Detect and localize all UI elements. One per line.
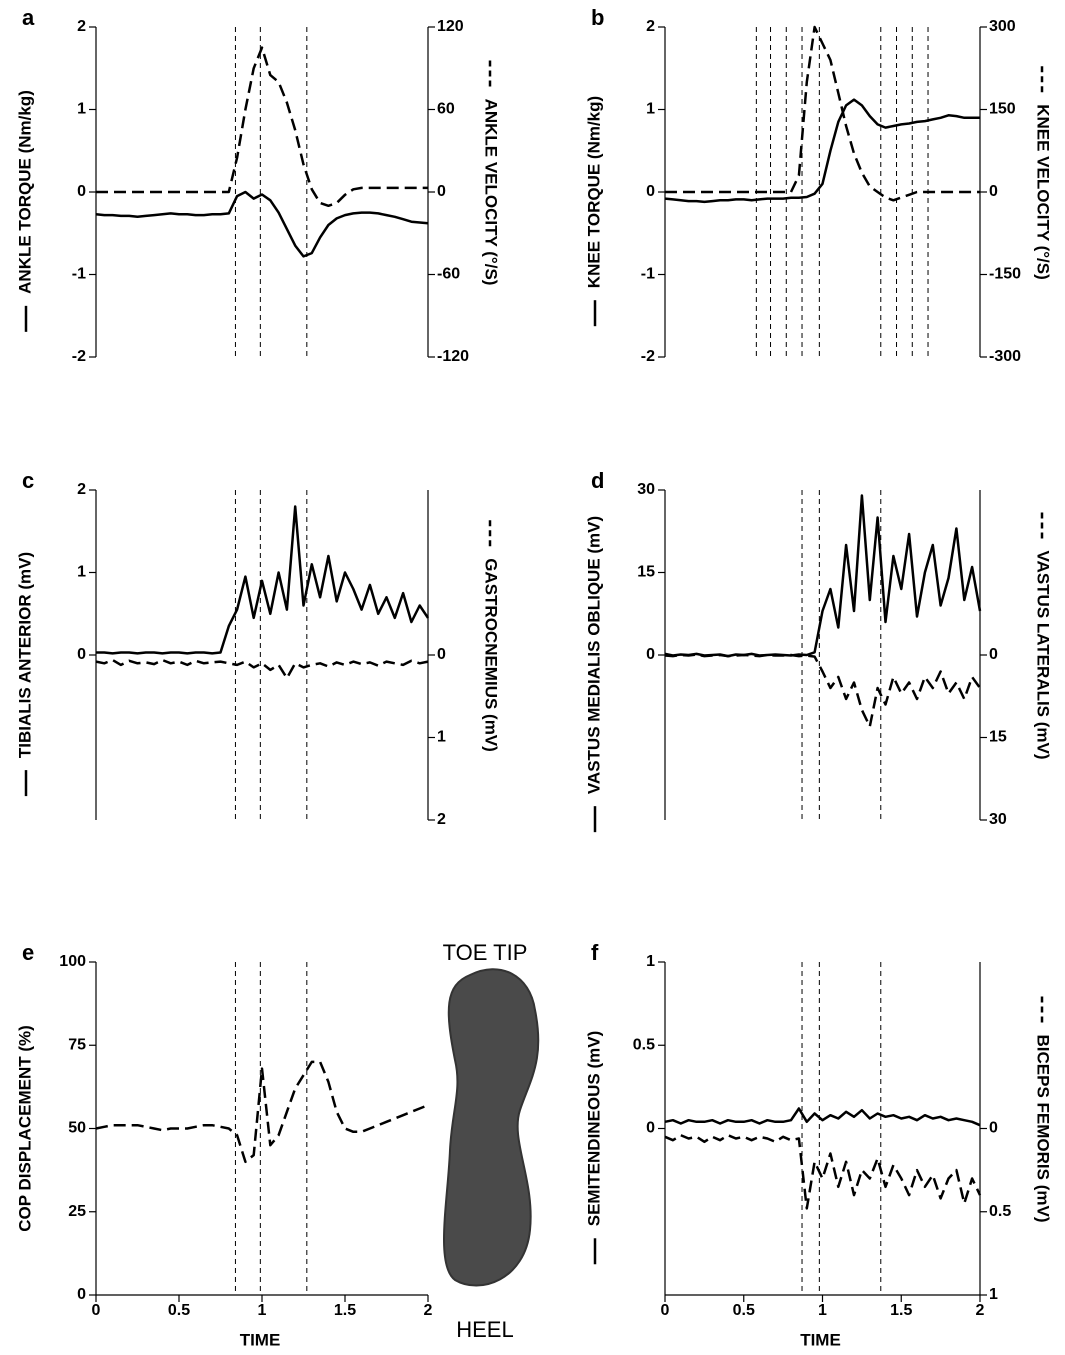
y-tick-label: 0.5 <box>633 1036 655 1053</box>
y2-tick-label: 30 <box>989 811 1007 828</box>
y-tick-label: 30 <box>637 481 655 498</box>
x-tick-label: 0.5 <box>733 1302 755 1319</box>
foot-sole <box>443 968 540 1287</box>
y2-tick-label: 1 <box>437 729 446 746</box>
y2-tick-label: -120 <box>437 348 469 365</box>
y-axis-label: KNEE TORQUE (Nm/kg) <box>584 96 603 288</box>
y2-axis-label: BICEPS FEMORIS (mV) <box>1034 1035 1053 1223</box>
y-tick-label: 75 <box>68 1036 86 1053</box>
y-tick-label: -1 <box>641 266 655 283</box>
y2-axis-label: GASTROCNEMIUS (mV) <box>482 558 501 752</box>
solid-series <box>95 190 429 258</box>
panel-letter: e <box>22 940 34 965</box>
y-tick-label: 0 <box>646 183 655 200</box>
y2-tick-label: 120 <box>437 18 464 35</box>
panel-letter: a <box>22 5 35 30</box>
y2-tick-label: 0 <box>989 183 998 200</box>
solid-series <box>664 494 982 658</box>
x-axis-label: TIME <box>800 1330 841 1349</box>
y2-axis-label: VASTUS LATERALIS (mV) <box>1034 550 1053 759</box>
solid-series <box>96 505 430 655</box>
y2-tick-label: 60 <box>437 101 455 118</box>
y-tick-label: 2 <box>77 481 86 498</box>
dashed-series <box>96 46 428 208</box>
dashed-series <box>95 658 429 680</box>
y-tick-label: -2 <box>641 348 655 365</box>
y-tick-label: 100 <box>59 953 86 970</box>
y-tick-label: 1 <box>77 101 86 118</box>
y2-tick-label: 0.5 <box>989 1203 1011 1220</box>
y2-tick-label: 300 <box>989 18 1016 35</box>
y-tick-label: 1 <box>77 564 86 581</box>
x-tick-label: 1.5 <box>890 1302 912 1319</box>
panel-letter: b <box>591 5 604 30</box>
y2-tick-label: 0 <box>437 183 446 200</box>
panel-letter: c <box>22 468 34 493</box>
y-tick-label: 0 <box>646 646 655 663</box>
y-tick-label: 0 <box>77 646 86 663</box>
x-tick-label: 0 <box>661 1302 670 1319</box>
y2-tick-label: 0 <box>989 646 998 663</box>
y-axis-label: VASTUS MEDIALIS OBLIQUE (mV) <box>584 516 603 794</box>
solid-series <box>664 1107 981 1127</box>
x-tick-label: 0 <box>92 1302 101 1319</box>
y-tick-label: 0 <box>77 1286 86 1303</box>
x-tick-label: 1 <box>258 1302 267 1319</box>
y2-tick-label: 15 <box>989 729 1007 746</box>
panel-letter: d <box>591 468 604 493</box>
x-axis-label: TIME <box>240 1330 281 1349</box>
y2-tick-label: -60 <box>437 266 460 283</box>
y2-tick-label: 0 <box>989 1120 998 1137</box>
y-tick-label: 25 <box>68 1203 86 1220</box>
y-axis-label: ANKLE TORQUE (Nm/kg) <box>15 90 34 294</box>
heel-label: HEEL <box>456 1317 513 1342</box>
y-axis-label: COP DISPLACEMENT (%) <box>15 1025 34 1232</box>
x-tick-label: 2 <box>424 1302 433 1319</box>
x-tick-label: 1 <box>818 1302 827 1319</box>
toe-label: TOE TIP <box>443 940 528 965</box>
panel-letter: f <box>591 940 599 965</box>
y2-tick-label: 0 <box>437 646 446 663</box>
solid-series <box>664 98 980 204</box>
y-tick-label: 1 <box>646 101 655 118</box>
x-tick-label: 1.5 <box>334 1302 356 1319</box>
y-tick-label: 2 <box>77 18 86 35</box>
dashed-series <box>665 25 980 202</box>
y-tick-label: 2 <box>646 18 655 35</box>
y2-tick-label: 2 <box>437 811 446 828</box>
y-tick-label: 15 <box>637 564 655 581</box>
y-tick-label: 0 <box>646 1120 655 1137</box>
y-tick-label: -1 <box>72 266 86 283</box>
y2-tick-label: -300 <box>989 348 1021 365</box>
y-tick-label: 0 <box>77 183 86 200</box>
dashed-series <box>664 1133 982 1210</box>
y-tick-label: -2 <box>72 348 86 365</box>
y2-tick-label: 150 <box>989 101 1016 118</box>
y-axis-label: TIBIALIS ANTERIOR (mV) <box>15 552 34 758</box>
y2-tick-label: -150 <box>989 266 1021 283</box>
y-tick-label: 1 <box>646 953 655 970</box>
y-axis-label: SEMITENDINEOUS (mV) <box>584 1031 603 1227</box>
y-tick-label: 50 <box>68 1120 86 1137</box>
y2-axis-label: ANKLE VELOCITY (°/S) <box>482 99 501 286</box>
dashed-series <box>95 1060 429 1164</box>
dashed-series <box>664 653 982 728</box>
y2-tick-label: 1 <box>989 1286 998 1303</box>
y2-axis-label: KNEE VELOCITY (°/S) <box>1034 104 1053 280</box>
x-tick-label: 2 <box>976 1302 985 1319</box>
x-tick-label: 0.5 <box>168 1302 190 1319</box>
